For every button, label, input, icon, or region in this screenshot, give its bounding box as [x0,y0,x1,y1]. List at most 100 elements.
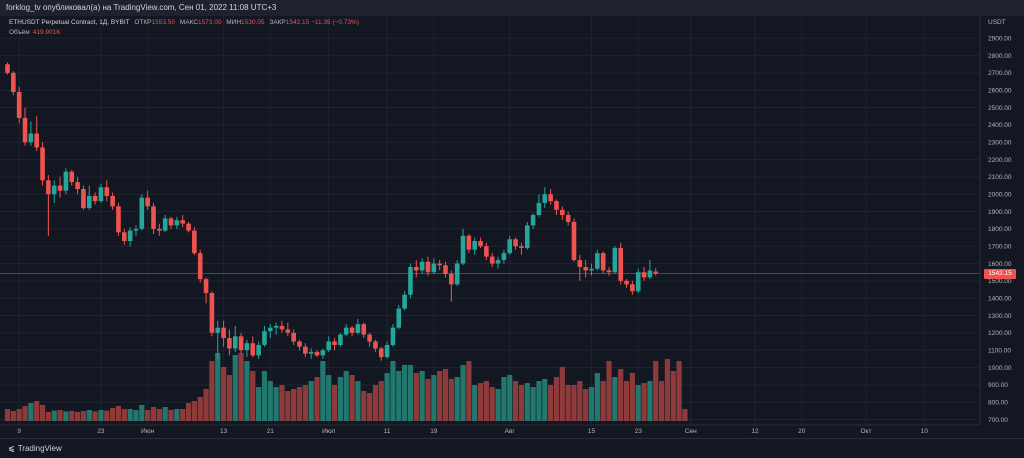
candle [133,225,139,236]
volume-bar [606,361,612,421]
volume-bar [314,377,320,421]
volume-bar [92,411,98,421]
candle-body [571,221,577,261]
candle-body [69,171,75,183]
candle-body [437,263,442,266]
price-tick-label: 2500.00 [988,105,1012,112]
candle-body [209,292,215,333]
volume-bar [512,381,519,421]
candle [92,192,98,205]
candle [554,199,559,216]
candle [355,318,361,335]
candle [583,260,588,278]
volume-bar [612,377,618,421]
candle-body [227,338,232,349]
candle-body [279,325,285,330]
candle-body [151,206,156,229]
candle [367,332,372,347]
tradingview-logo-icon: ⩽ [8,444,15,453]
volume-bar [460,365,466,421]
symbol-title[interactable]: ETHUSDT Perpetual Contract, 1Д, BYBIT [9,19,130,26]
volume-bar [676,361,682,421]
candle [501,249,507,264]
volume-bar [518,385,525,421]
candle [548,189,553,205]
candle-body [268,327,273,332]
candle-body [75,182,80,190]
volume-bar [366,393,373,421]
candle [139,194,145,231]
candle [320,348,326,359]
time-tick-label: 9 [17,428,21,435]
candle-body [98,187,104,202]
candle-body [16,91,22,118]
time-tick-label: Июл [322,428,335,435]
volume-bar [472,385,478,421]
volume-bar [185,403,192,421]
candle-body [472,241,477,250]
time-tick-label: 20 [798,428,806,435]
candle-body [139,197,145,229]
candle [612,246,618,274]
candle-body [384,344,390,358]
candle [11,71,16,96]
open-value: 1553.50 [151,19,175,26]
candles [5,62,659,361]
candle [256,341,261,359]
volume-bar [273,387,279,421]
volume-bar [174,409,180,421]
volume-bar [80,411,87,421]
candle-body [157,228,162,231]
price-tick-label: 1000.00 [988,365,1012,372]
candle-body [92,195,98,202]
candle-body [203,279,209,293]
candle [437,260,442,271]
candle-body [168,218,174,226]
candle [402,291,407,311]
candle [86,185,92,210]
candle [168,216,174,229]
volume-bar [437,371,443,421]
volume-bar [542,379,548,421]
candle [396,305,402,330]
candle-body [34,133,39,148]
candle [174,216,180,229]
candle-body [466,235,472,250]
candle-body [647,270,653,278]
candle-body [565,215,571,222]
candle [641,266,647,281]
candle [63,168,69,195]
volume-bar [641,383,647,421]
candle [443,261,448,278]
candle-body [303,346,308,354]
candle-body [530,215,536,226]
price-tick-label: 1100.00 [988,347,1011,354]
candle-body [262,331,267,345]
candle [145,190,150,210]
time-tick-label: 11 [384,428,391,435]
candle-body [396,308,402,328]
candle-body [431,263,437,273]
candle [110,192,115,210]
candle-body [612,247,618,273]
price-tick-label: 1200.00 [988,330,1012,337]
volume-bar [594,373,600,421]
volume-bars [4,353,688,421]
volume-bar [623,381,630,421]
volume-bar [244,361,250,421]
tradingview-logo[interactable]: ⩽ TradingView [8,444,62,453]
volume-bar [583,389,589,421]
volume-label[interactable]: Объём [9,29,30,36]
candle [22,107,28,146]
candle-body [332,341,337,345]
candle [250,336,256,358]
volume-bar [524,383,530,421]
time-tick-label: 13 [220,428,228,435]
candle-body [133,228,139,231]
candle [530,213,536,229]
volume-bar [261,371,268,421]
candle [577,254,583,281]
candle [630,280,635,295]
candle-body [560,209,565,216]
